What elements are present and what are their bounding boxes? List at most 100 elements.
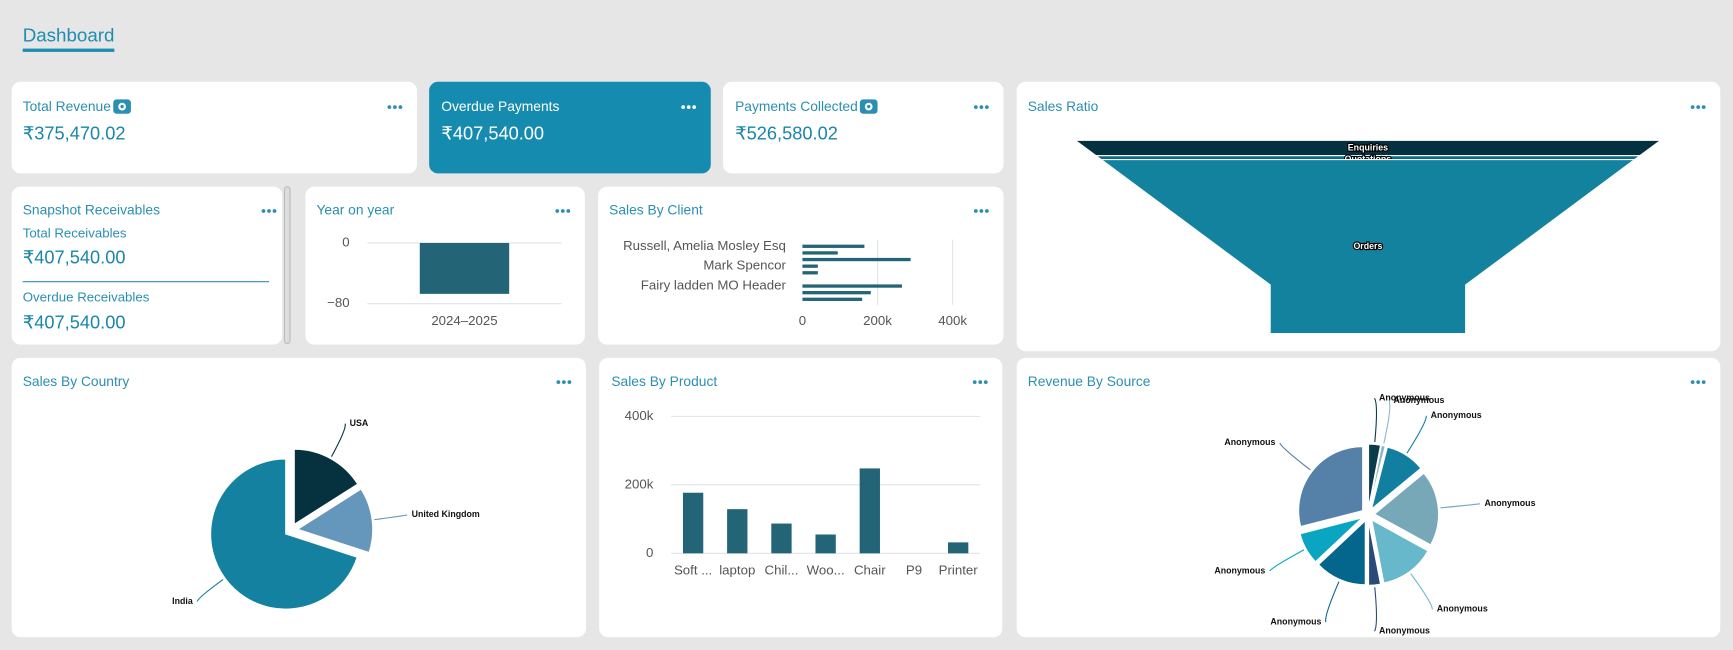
bar <box>802 284 902 288</box>
card-title: Payments Collected <box>735 99 858 114</box>
leader-line <box>1269 549 1305 572</box>
leader-line <box>1406 415 1427 454</box>
leader-line <box>196 579 224 602</box>
scrollbar[interactable] <box>283 186 291 345</box>
pie-label: USA <box>350 418 369 428</box>
y-tick-label: 0 <box>342 234 349 249</box>
leader-line <box>1440 503 1481 509</box>
pie-slice <box>210 458 358 610</box>
chart-title: Sales By Client <box>609 203 703 218</box>
item-label: Total Receivables <box>23 226 127 241</box>
y-tick-label: 0 <box>646 545 653 560</box>
eye-icon[interactable] <box>859 99 878 114</box>
pie-slice <box>1298 446 1364 528</box>
funnel-segment <box>1099 159 1637 335</box>
card <box>599 357 1003 638</box>
pie-slice <box>1368 444 1386 509</box>
pie-label: Anonymous <box>1437 604 1488 614</box>
pie-slice <box>1367 521 1382 586</box>
page-title: Dashboard <box>23 24 115 45</box>
bar <box>948 542 969 554</box>
chart-title: Sales By Product <box>611 374 717 389</box>
pie-slice <box>1299 517 1363 563</box>
x-tick-label: laptop <box>719 563 755 578</box>
leader-line <box>1374 587 1378 632</box>
pie-label: Anonymous <box>1379 392 1430 402</box>
pie-slice <box>1367 443 1382 509</box>
pie-slice <box>1373 472 1440 546</box>
title-underline <box>22 48 115 52</box>
pie-slice <box>293 448 359 526</box>
chart-title: Year on year <box>316 203 394 218</box>
pie-label: Anonymous <box>1214 565 1265 575</box>
x-tick-label: 0 <box>799 313 806 328</box>
funnel-label: Orders <box>1353 241 1382 251</box>
bar <box>859 468 880 554</box>
menu-button[interactable] <box>973 105 989 110</box>
item-value: ₹407,540.00 <box>23 247 126 267</box>
menu-button[interactable] <box>973 209 989 213</box>
leader-line <box>1383 400 1391 444</box>
pie-label: Anonymous <box>1393 395 1444 405</box>
y-tick-label: 200k <box>625 476 654 491</box>
x-tick-label: Chair <box>854 563 886 578</box>
pie-slice <box>1317 519 1366 586</box>
card-value: ₹375,470.02 <box>23 124 126 144</box>
menu-button[interactable] <box>261 209 277 213</box>
bar <box>802 257 911 262</box>
item-label: Overdue Receivables <box>23 290 150 305</box>
y-tick-label: Russell, Amelia Mosley Esq <box>623 238 786 253</box>
bar <box>802 244 865 248</box>
menu-button[interactable] <box>387 105 403 110</box>
bar <box>802 264 818 268</box>
card <box>598 186 1004 345</box>
chart-title: Revenue By Source <box>1028 374 1151 389</box>
menu-button[interactable] <box>555 209 571 213</box>
x-tick-label: Printer <box>939 563 979 578</box>
pie-label: Anonymous <box>1379 626 1430 636</box>
card <box>11 186 283 345</box>
bar <box>815 534 836 554</box>
bar <box>419 242 510 294</box>
menu-button[interactable] <box>972 380 988 385</box>
x-tick-label: 200k <box>863 313 892 328</box>
chart-title: Sales By Country <box>23 374 130 389</box>
item-value: ₹407,540.00 <box>23 312 126 332</box>
chart-title: Sales Ratio <box>1028 99 1099 114</box>
pie-label: India <box>172 596 193 606</box>
x-tick-label: Woo... <box>807 563 845 578</box>
eye-icon[interactable] <box>113 99 131 114</box>
card <box>11 81 417 174</box>
y-tick-label: Mark Spencor <box>703 258 786 273</box>
leader-line <box>1374 397 1378 443</box>
leader-line <box>1325 581 1340 623</box>
pie-slice <box>1370 446 1422 511</box>
funnel-label: Enquiries <box>1348 142 1388 152</box>
menu-button[interactable] <box>1690 105 1706 110</box>
card <box>722 81 1004 174</box>
card-value: ₹407,540.00 <box>441 124 544 144</box>
bar <box>682 492 704 554</box>
menu-button[interactable] <box>1690 380 1706 385</box>
pie-label: Anonymous <box>1484 498 1535 508</box>
bar <box>802 271 818 275</box>
bar <box>802 297 863 301</box>
card-title: Total Revenue <box>23 99 112 114</box>
x-tick-label: Chil... <box>765 563 799 578</box>
leader-line <box>374 514 408 521</box>
card-value: ₹526,580.02 <box>735 124 838 144</box>
bar <box>802 291 871 295</box>
leader-line <box>1410 573 1433 610</box>
bar <box>727 509 748 554</box>
bar <box>802 251 838 255</box>
leader-line <box>1279 442 1311 471</box>
pie-label: Anonymous <box>1270 616 1321 626</box>
y-tick-label: 400k <box>625 408 654 423</box>
menu-button[interactable] <box>556 380 572 385</box>
pie-label: Anonymous <box>1431 410 1482 420</box>
pie-label: Anonymous <box>1224 437 1275 447</box>
menu-button[interactable] <box>681 105 697 110</box>
pie-slice <box>296 488 374 554</box>
leader-line <box>331 423 346 457</box>
